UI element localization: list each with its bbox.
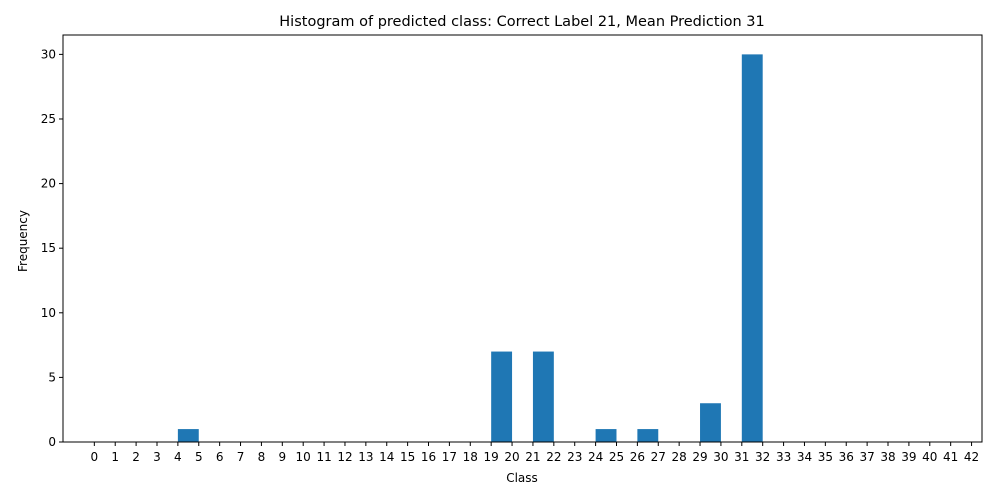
- x-tick-label: 33: [776, 450, 791, 464]
- x-tick-label: 26: [630, 450, 645, 464]
- x-tick-label: 16: [421, 450, 436, 464]
- x-tick-label: 6: [216, 450, 224, 464]
- x-tick-label: 0: [91, 450, 99, 464]
- x-tick-label: 30: [713, 450, 728, 464]
- x-tick-label: 17: [442, 450, 457, 464]
- bar-class-21: [532, 351, 554, 442]
- x-tick-label: 25: [609, 450, 624, 464]
- x-tick-label: 20: [504, 450, 519, 464]
- x-tick-label: 4: [174, 450, 182, 464]
- y-tick-label: 5: [48, 370, 56, 384]
- x-tick-label: 22: [546, 450, 561, 464]
- y-tick-label: 30: [41, 47, 56, 61]
- bar-class-29: [700, 403, 721, 442]
- x-tick-label: 40: [922, 450, 937, 464]
- x-tick-label: 10: [296, 450, 311, 464]
- y-axis-ticks: 0 5 10 15 20 25 30: [41, 47, 63, 449]
- y-tick-label: 10: [41, 306, 56, 320]
- x-tick-label: 31: [734, 450, 749, 464]
- x-tick-label: 15: [400, 450, 415, 464]
- x-tick-label: 39: [901, 450, 916, 464]
- x-tick-label: 42: [964, 450, 979, 464]
- chart-title: Histogram of predicted class: Correct La…: [279, 14, 764, 30]
- x-tick-label: 29: [692, 450, 707, 464]
- x-tick-label: 27: [651, 450, 666, 464]
- x-tick-label: 11: [316, 450, 331, 464]
- x-tick-label: 41: [943, 450, 958, 464]
- x-tick-label: 1: [111, 450, 119, 464]
- x-tick-label: 7: [237, 450, 245, 464]
- x-axis-title: Class: [506, 471, 538, 485]
- x-tick-label: 18: [463, 450, 478, 464]
- x-tick-label: 38: [880, 450, 895, 464]
- x-tick-label: 35: [818, 450, 833, 464]
- bar-class-4: [177, 429, 199, 442]
- bar-class-24: [595, 429, 617, 442]
- x-tick-label: 5: [195, 450, 203, 464]
- x-tick-label: 9: [278, 450, 286, 464]
- x-tick-label: 36: [839, 450, 854, 464]
- y-tick-label: 25: [41, 112, 56, 126]
- x-tick-label: 21: [525, 450, 540, 464]
- x-tick-label: 37: [859, 450, 874, 464]
- bars-group: [177, 54, 763, 442]
- bar-class-31: [741, 54, 763, 442]
- x-tick-label: 32: [755, 450, 770, 464]
- x-tick-label: 19: [484, 450, 499, 464]
- y-tick-label: 20: [41, 177, 56, 191]
- y-tick-label: 0: [48, 435, 56, 449]
- y-tick-label: 15: [41, 241, 56, 255]
- x-tick-label: 8: [258, 450, 266, 464]
- x-axis-ticks: 0 1 2 3 4 5 6 7 8 9 10 11 12 13 14 15 16 17 18 19 20 21 22 23 24…: [91, 442, 979, 464]
- x-tick-label: 28: [672, 450, 687, 464]
- x-tick-label: 12: [337, 450, 352, 464]
- bar-class-26: [637, 429, 659, 442]
- x-tick-label: 13: [358, 450, 373, 464]
- x-tick-label: 24: [588, 450, 603, 464]
- plot-frame: [62, 34, 983, 443]
- bar-class-19: [491, 351, 513, 442]
- x-tick-label: 34: [797, 450, 812, 464]
- x-tick-label: 23: [567, 450, 582, 464]
- x-tick-label: 14: [379, 450, 394, 464]
- y-axis-title: Frequency: [16, 210, 30, 272]
- x-tick-label: 3: [153, 450, 161, 464]
- x-tick-label: 2: [132, 450, 140, 464]
